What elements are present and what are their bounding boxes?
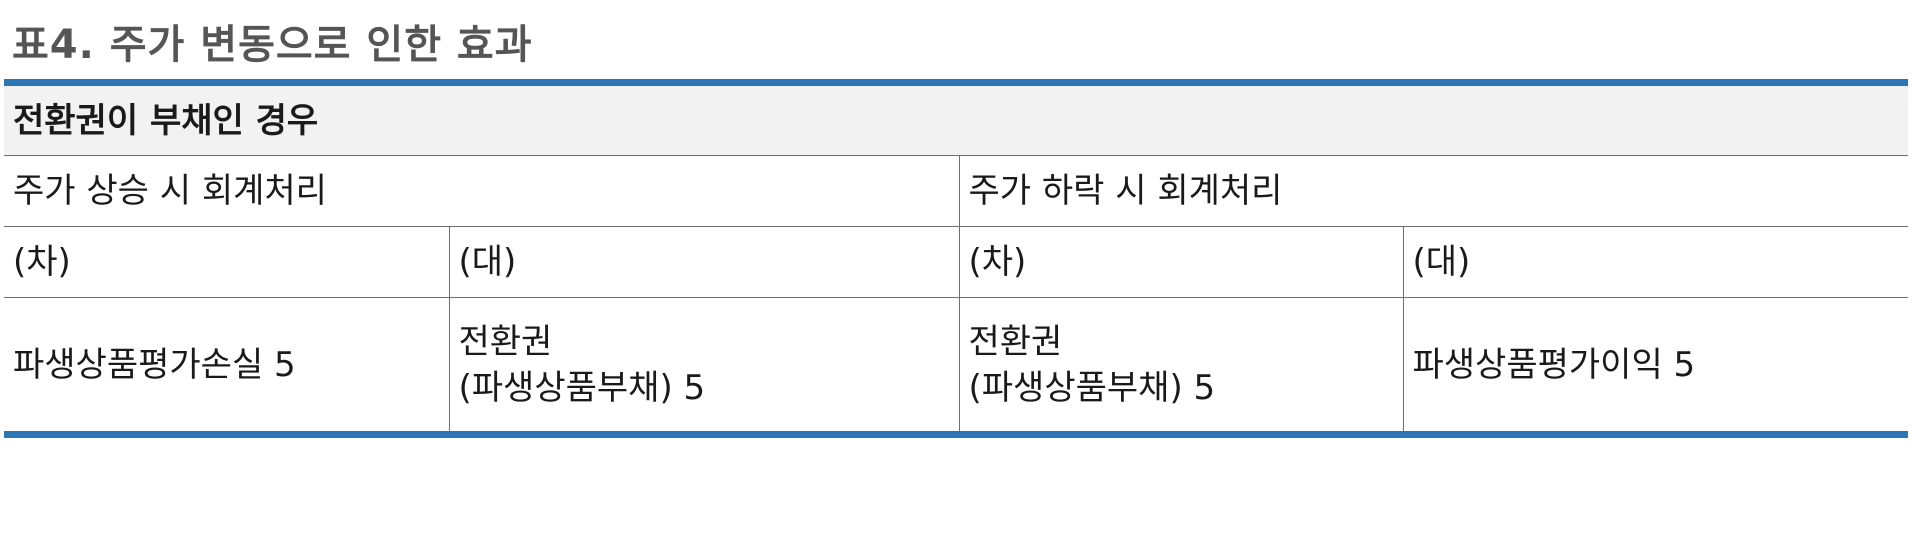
fall-debit-entry: 전환권 (파생상품부채) 5 [958,297,1404,435]
fall-credit-entry: 파생상품평가이익 5 [1402,297,1909,435]
stock-price-effect-table: 전환권이 부채인 경우 주가 상승 시 회계처리 주가 하락 시 회계처리 (차… [4,79,1909,438]
rise-debit-label: (차) [4,226,450,298]
fall-debit-entry-line2: (파생상품부채) 5 [968,367,1216,408]
debit-credit-label-row: (차) (대) (차) (대) [4,226,1909,298]
rise-credit-entry-line2: (파생상품부채) 5 [458,367,706,408]
scenario-rise-cell: 주가 상승 시 회계처리 [4,155,960,227]
table-title: 표4. 주가 변동으로 인한 효과 [12,22,533,68]
fall-debit-label: (차) [958,226,1404,298]
section-header-row: 전환권이 부채인 경우 [4,82,1909,156]
scenario-fall-cell: 주가 하락 시 회계처리 [958,155,1909,227]
rise-credit-label: (대) [448,226,960,298]
section-header-cell: 전환권이 부채인 경우 [4,82,1909,156]
journal-entry-row: 파생상품평가손실 5 전환권 (파생상품부채) 5 전환권 (파생상품부채) 5… [4,297,1909,435]
rise-debit-entry: 파생상품평가손실 5 [4,297,450,435]
rise-credit-entry-line1: 전환권 [458,321,553,362]
rise-credit-entry: 전환권 (파생상품부채) 5 [448,297,960,435]
fall-debit-entry-line1: 전환권 [968,321,1063,362]
fall-credit-label: (대) [1402,226,1909,298]
scenario-row: 주가 상승 시 회계처리 주가 하락 시 회계처리 [4,155,1909,227]
